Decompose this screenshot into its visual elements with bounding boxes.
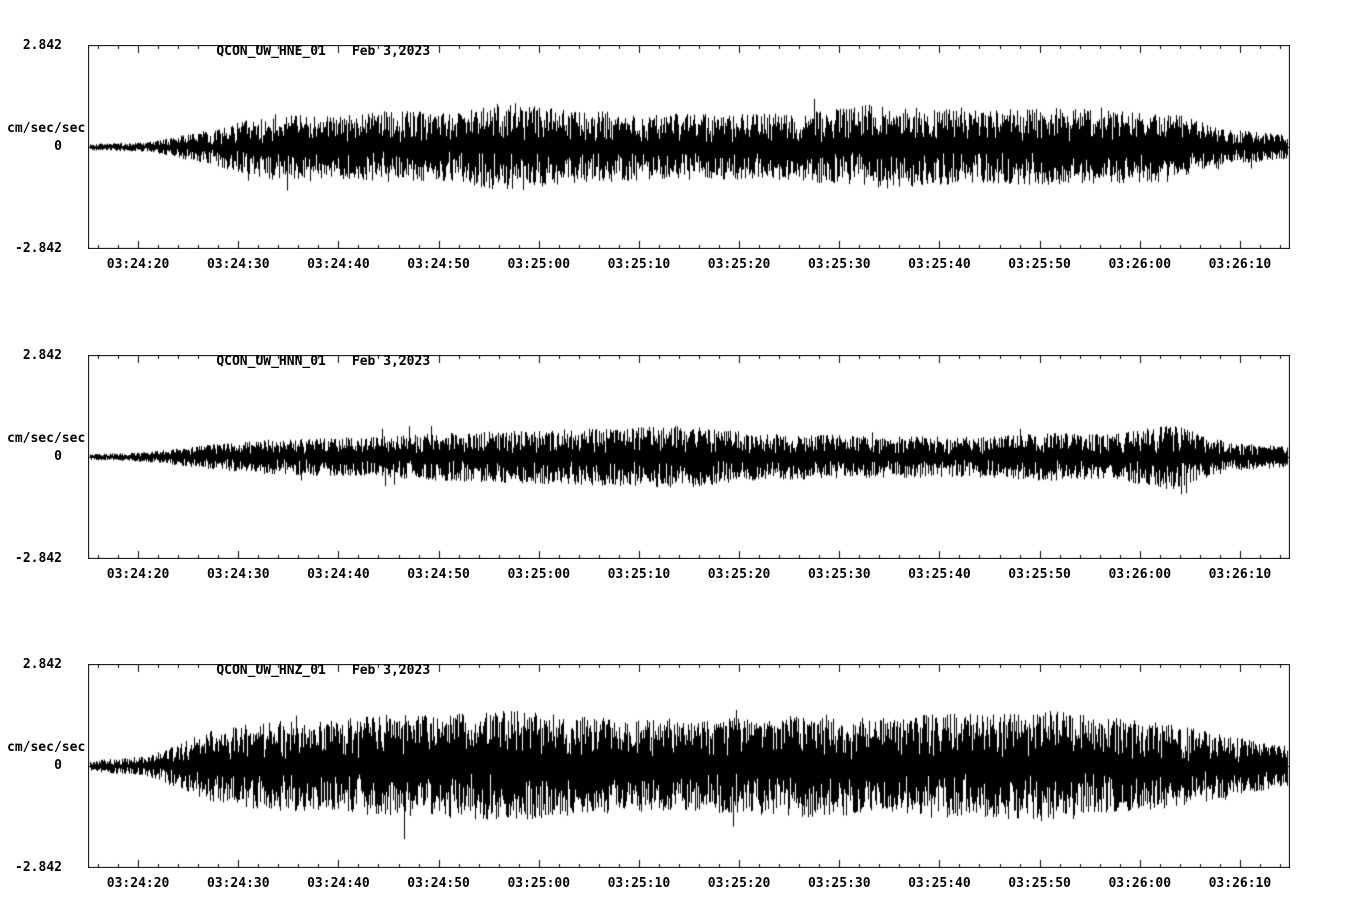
x-tick-label: 03:25:20: [707, 567, 771, 582]
x-tick-label: 03:24:20: [106, 567, 170, 582]
x-axis-labels: 03:24:20 03:24:30 03:24:40 03:24:50 03:25:00…: [88, 255, 1290, 273]
x-tick-label: 03:24:50: [407, 257, 470, 272]
x-tick-label: 03:24:40: [307, 567, 370, 582]
y-axis-zero-label: 0: [54, 449, 62, 464]
x-tick-label: 03:26:10: [1208, 257, 1272, 272]
y-axis-min-label: -2.842: [15, 860, 62, 875]
x-tick-label: 03:26:10: [1208, 876, 1272, 891]
waveform-canvas: [88, 664, 1290, 868]
y-axis-max-label: 2.842: [22, 348, 62, 363]
x-tick-label: 03:25:30: [807, 876, 871, 891]
y-axis-max-label: 2.842: [22, 38, 62, 53]
x-tick-label: 03:24:50: [407, 567, 470, 582]
x-tick-label: 03:24:40: [307, 876, 370, 891]
x-tick-label: 03:25:00: [507, 257, 571, 272]
x-axis-labels: 03:24:20 03:24:30 03:24:40 03:24:50 03:25:00…: [88, 565, 1290, 583]
waveform-canvas: [88, 45, 1290, 249]
x-tick-label: 03:25:00: [507, 876, 571, 891]
x-tick-label: 03:25:20: [707, 257, 771, 272]
x-tick-label: 03:26:10: [1208, 567, 1272, 582]
x-tick-label: 03:25:40: [908, 567, 971, 582]
y-axis-min-label: -2.842: [15, 241, 62, 256]
x-tick-label: 03:24:20: [106, 876, 170, 891]
x-tick-label: 03:26:00: [1108, 876, 1172, 891]
y-axis-unit-label: cm/sec/sec: [7, 431, 86, 446]
x-tick-label: 03:25:10: [607, 876, 671, 891]
x-tick-label: 03:24:30: [206, 567, 270, 582]
x-tick-label: 03:24:50: [407, 876, 470, 891]
x-tick-label: 03:25:10: [607, 567, 671, 582]
y-axis-zero-label: 0: [54, 758, 62, 773]
x-tick-label: 03:24:20: [106, 257, 170, 272]
x-tick-label: 03:25:50: [1008, 567, 1071, 582]
y-axis-unit-label: cm/sec/sec: [7, 740, 86, 755]
x-tick-label: 03:25:20: [707, 876, 771, 891]
x-tick-label: 03:25:50: [1008, 257, 1071, 272]
x-tick-label: 03:25:00: [507, 567, 571, 582]
x-tick-label: 03:25:30: [807, 257, 871, 272]
waveform-canvas: [88, 355, 1290, 559]
x-tick-label: 03:24:30: [206, 257, 270, 272]
y-axis-max-label: 2.842: [22, 657, 62, 672]
x-tick-label: 03:25:40: [908, 876, 971, 891]
y-axis-unit-label: cm/sec/sec: [7, 121, 86, 136]
x-tick-label: 03:25:50: [1008, 876, 1071, 891]
x-tick-label: 03:25:40: [908, 257, 971, 272]
x-tick-label: 03:25:30: [807, 567, 871, 582]
seismogram-panel-hne: QCON_UW_HNE_01Feb 3,2023 2.842 cm/sec/se…: [0, 5, 1358, 305]
seismogram-panel-hnn: QCON_UW_HNN_01Feb 3,2023 2.842 cm/sec/se…: [0, 315, 1358, 615]
seismogram-panel-hnz: QCON_UW_HNZ_01Feb 3,2023 2.842 cm/sec/se…: [0, 624, 1358, 924]
y-axis-zero-label: 0: [54, 139, 62, 154]
x-tick-label: 03:26:00: [1108, 567, 1172, 582]
x-tick-label: 03:24:30: [206, 876, 270, 891]
x-axis-labels: 03:24:20 03:24:30 03:24:40 03:24:50 03:25:00…: [88, 874, 1290, 892]
x-tick-label: 03:25:10: [607, 257, 671, 272]
y-axis-min-label: -2.842: [15, 551, 62, 566]
x-tick-label: 03:24:40: [307, 257, 370, 272]
x-tick-label: 03:26:00: [1108, 257, 1172, 272]
